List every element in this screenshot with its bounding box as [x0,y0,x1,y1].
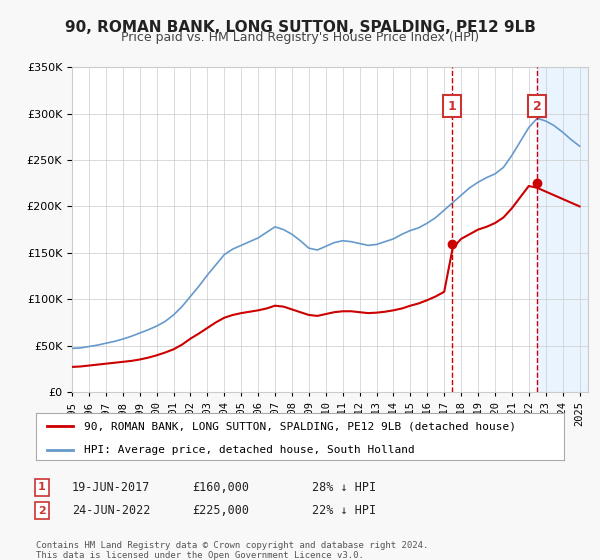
Text: Contains HM Land Registry data © Crown copyright and database right 2024.
This d: Contains HM Land Registry data © Crown c… [36,541,428,560]
Bar [537,67,588,392]
Text: £225,000: £225,000 [192,504,249,517]
Text: 1: 1 [38,482,46,492]
Text: 24-JUN-2022: 24-JUN-2022 [72,504,151,517]
Text: £160,000: £160,000 [192,480,249,494]
Text: HPI: Average price, detached house, South Holland: HPI: Average price, detached house, Sout… [83,445,414,455]
Text: 90, ROMAN BANK, LONG SUTTON, SPALDING, PE12 9LB (detached house): 90, ROMAN BANK, LONG SUTTON, SPALDING, P… [83,421,515,431]
Text: 1: 1 [448,100,457,113]
Text: 2: 2 [533,100,541,113]
Text: 2: 2 [38,506,46,516]
Text: 19-JUN-2017: 19-JUN-2017 [72,480,151,494]
Text: Price paid vs. HM Land Registry's House Price Index (HPI): Price paid vs. HM Land Registry's House … [121,31,479,44]
Text: 90, ROMAN BANK, LONG SUTTON, SPALDING, PE12 9LB: 90, ROMAN BANK, LONG SUTTON, SPALDING, P… [65,20,535,35]
Text: 22% ↓ HPI: 22% ↓ HPI [312,504,376,517]
Text: 28% ↓ HPI: 28% ↓ HPI [312,480,376,494]
